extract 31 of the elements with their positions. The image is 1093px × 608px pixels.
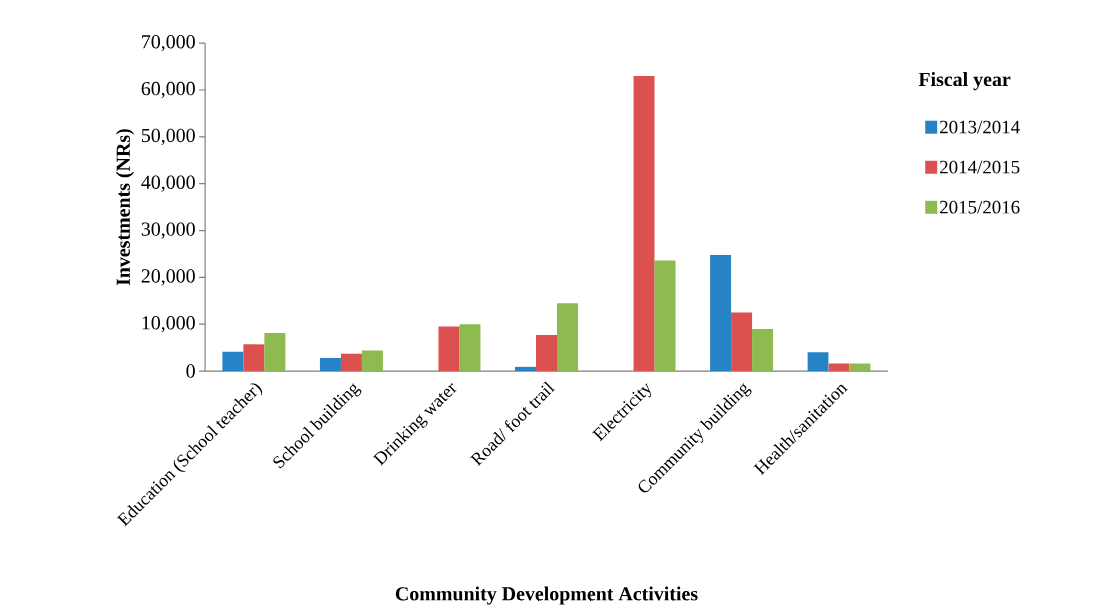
bar: [633, 75, 655, 371]
y-axis-title: Investments (NRs): [115, 129, 134, 286]
bar: [319, 357, 341, 371]
legend-label: 2015/2016: [940, 200, 1020, 214]
legend-label: 2013/2014: [940, 120, 1020, 134]
bar: [515, 366, 537, 371]
y-tick-label: 60,000: [141, 81, 195, 99]
y-tick-label: 0: [186, 364, 195, 378]
bar: [710, 254, 732, 371]
bar: [361, 350, 383, 371]
y-tick-label: 40,000: [141, 175, 195, 192]
y-tick-label: 50,000: [141, 128, 195, 145]
bar: [557, 303, 578, 371]
bar: [264, 333, 286, 371]
x-axis-title: Community Development Activities: [395, 586, 698, 605]
bar: [340, 353, 362, 371]
y-tick-label: 20,000: [141, 269, 195, 286]
y-tick-label: 10,000: [142, 315, 195, 333]
bar: [438, 326, 460, 371]
legend-title: Fiscal year: [918, 72, 1011, 91]
bar: [222, 351, 244, 371]
bar: [536, 334, 557, 371]
y-tick-label: 70,000: [142, 34, 195, 52]
bar: [752, 328, 774, 371]
legend-label: 2014/2015: [940, 160, 1020, 174]
bar: [731, 312, 753, 371]
bar: [243, 344, 265, 371]
bar: [459, 324, 481, 371]
bar: [807, 352, 829, 371]
bar: [654, 260, 676, 371]
y-tick-label: 30,000: [141, 222, 195, 239]
